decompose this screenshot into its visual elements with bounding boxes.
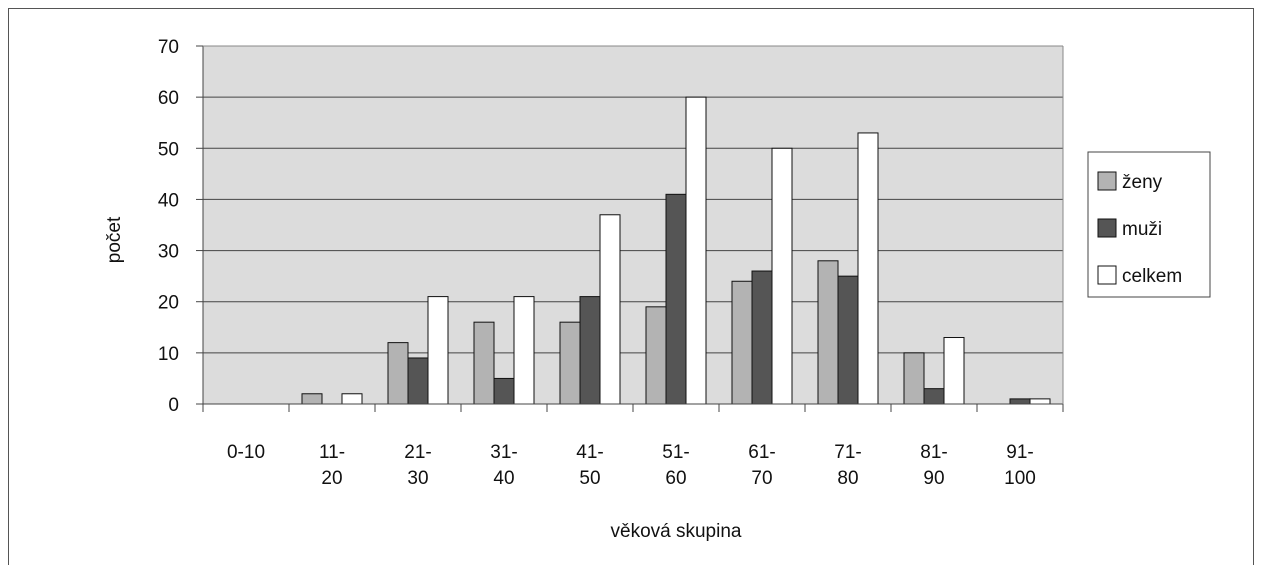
bar-3-6 [685, 96, 707, 405]
axes [196, 45, 1064, 412]
bar-3-8 [857, 132, 879, 405]
legend-swatch [1097, 171, 1117, 191]
x-tick-label: 41-50 [576, 442, 603, 489]
bar-3-2 [341, 393, 363, 405]
legend-label: muži [1122, 219, 1162, 240]
x-tick-label: 81-90 [920, 442, 947, 489]
y-tick-label: 10 [158, 344, 179, 365]
y-tick-label: 70 [158, 37, 179, 58]
bar-2-6 [665, 193, 687, 405]
bar-3-9 [943, 337, 965, 405]
x-tick-label: 0-10 [227, 442, 265, 463]
bar-1-6 [645, 306, 667, 405]
bar-2-3 [407, 357, 429, 405]
y-tick-label: 50 [158, 139, 179, 160]
x-tick-label: 21-30 [404, 442, 431, 489]
y-axis-label: počet [104, 216, 125, 263]
bar-2-4 [493, 377, 515, 405]
y-tick-label: 30 [158, 242, 179, 263]
bar-2-9 [923, 388, 945, 405]
x-tick-label: 91-100 [1004, 442, 1036, 489]
bar-2-5 [579, 296, 601, 405]
legend-label: celkem [1122, 266, 1182, 287]
bar-1-3 [387, 342, 409, 405]
legend: ženy muži celkem [1087, 151, 1211, 298]
plot-area [203, 46, 1063, 404]
x-tick-label: 61-70 [748, 442, 775, 489]
bar-3-7 [771, 147, 793, 405]
bar-2-7 [751, 270, 773, 405]
bar-2-8 [837, 275, 859, 405]
x-tick-label: 11-20 [319, 442, 345, 489]
bar-3-3 [427, 296, 449, 405]
x-tick-label: 31-40 [490, 442, 517, 489]
bar-3-10 [1029, 398, 1051, 405]
bar-3-5 [599, 214, 621, 405]
x-tick-label: 51-60 [662, 442, 689, 489]
y-tick-label: 0 [168, 395, 179, 416]
bar-1-5 [559, 321, 581, 405]
legend-swatch [1097, 218, 1117, 238]
bar-2-10 [1009, 398, 1031, 405]
legend-swatch [1097, 265, 1117, 285]
y-tick-label: 60 [158, 88, 179, 109]
y-tick-labels: 0 10 20 30 40 50 60 70 [158, 37, 179, 416]
y-tick-label: 20 [158, 293, 179, 314]
bar-1-2 [301, 393, 323, 405]
legend-label: ženy [1122, 172, 1163, 193]
bar-1-9 [903, 352, 925, 405]
bar-3-4 [513, 296, 535, 405]
bars [301, 96, 1051, 405]
x-tick-label: 71-80 [834, 442, 861, 489]
y-tick-label: 40 [158, 190, 179, 211]
bar-1-8 [817, 260, 839, 405]
x-tick-labels: 0-10 11-20 21-30 31-40 41-50 51-60 61-70 71-80 8… [227, 442, 1036, 489]
bar-1-7 [731, 280, 753, 405]
x-axis-label: věková skupina [611, 521, 742, 542]
bar-1-4 [473, 321, 495, 405]
